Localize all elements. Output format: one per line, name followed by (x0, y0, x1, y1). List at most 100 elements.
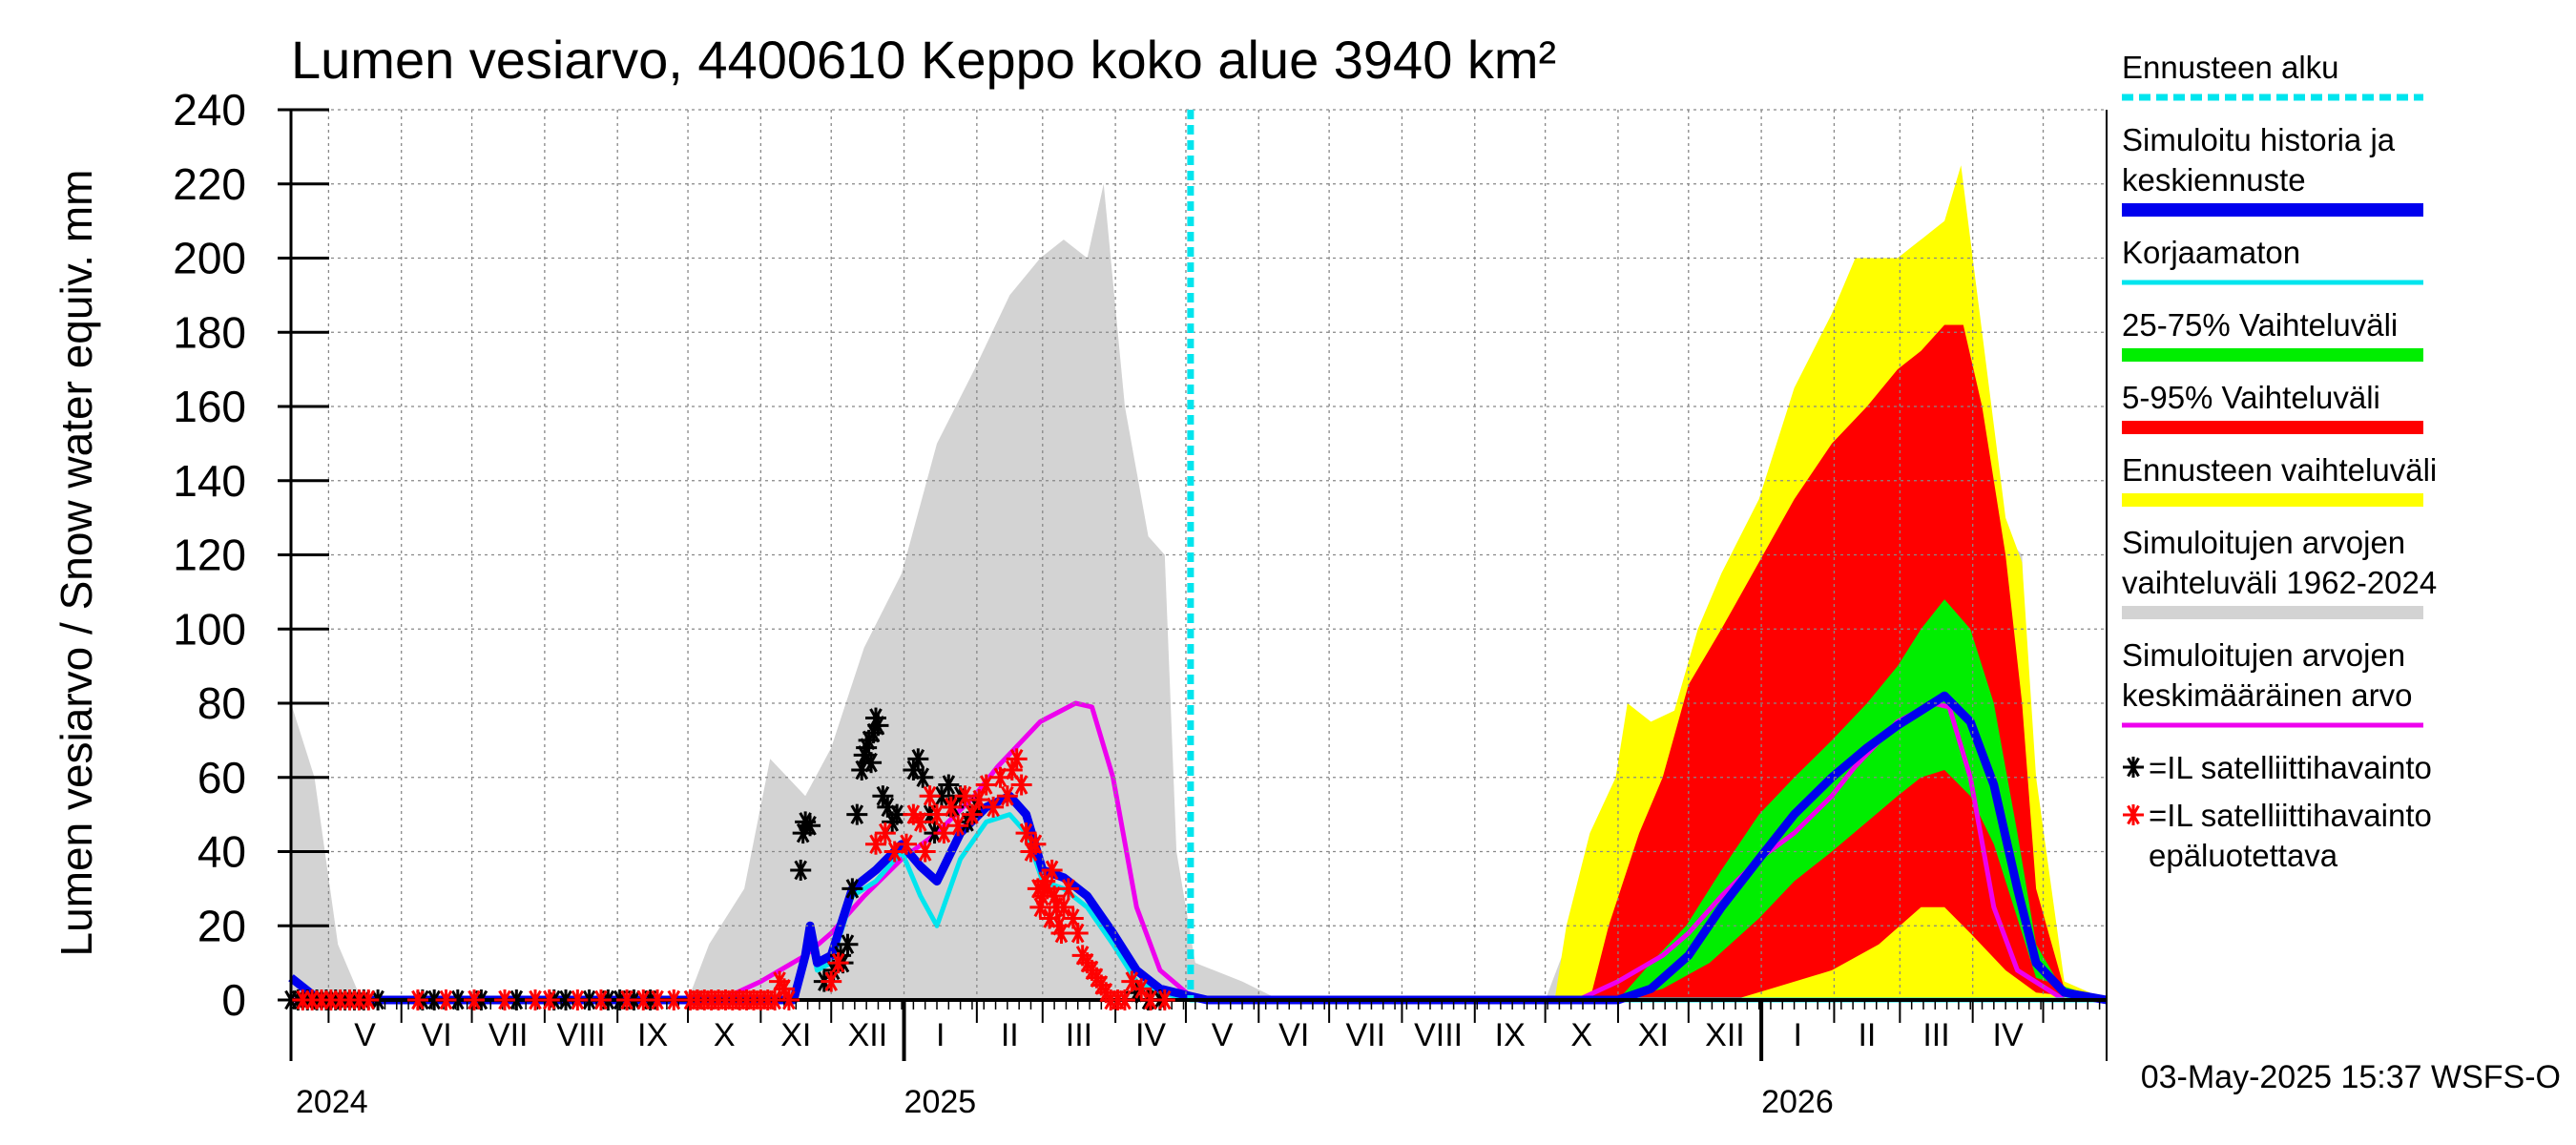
month-label: V (354, 1017, 376, 1053)
year-label: 2024 (296, 1084, 368, 1120)
legend-label: Simuloitu historia ja (2122, 122, 2396, 157)
observation-marker-0 (800, 815, 821, 837)
observation-marker-1 (933, 822, 955, 844)
plot-series (288, 165, 2108, 1005)
legend-item: Korjaamaton (2122, 235, 2423, 285)
observation-marker-1 (954, 785, 976, 807)
observation-marker-0 (907, 748, 929, 770)
observation-marker-1 (919, 785, 941, 807)
observation-marker-1 (1052, 896, 1074, 918)
observation-marker-0 (837, 933, 859, 955)
observation-marker-1 (1057, 878, 1079, 900)
series-6-line (288, 691, 2108, 1005)
legend-item: 5-95% Vaihteluväli (2122, 380, 2423, 434)
observation-marker-1 (940, 796, 962, 818)
observation-marker-1 (968, 789, 990, 811)
month-label: II (1858, 1017, 1876, 1053)
observation-marker-1 (1041, 859, 1063, 881)
y-tick-label: 200 (173, 234, 246, 283)
legend-label: Ennusteen vaihteluväli (2122, 452, 2437, 488)
observation-marker-1 (1113, 989, 1135, 1010)
month-label: II (1001, 1017, 1019, 1053)
y-tick-label: 40 (197, 827, 246, 877)
observation-marker-1 (1153, 989, 1175, 1010)
footer-timestamp: 03-May-2025 15:37 WSFS-O (2141, 1059, 2561, 1095)
year-label: 2025 (904, 1084, 977, 1120)
month-label: VII (1346, 1017, 1386, 1053)
observation-marker-0 (861, 752, 883, 774)
legend: Ennusteen alku Simuloitu historia ja keski… (2122, 50, 2437, 873)
month-label: XII (848, 1017, 888, 1053)
observation-marker-1 (996, 785, 1018, 807)
y-tick-label: 80 (197, 678, 246, 728)
observation-marker-1 (1006, 748, 1028, 770)
month-label: X (1570, 1017, 1592, 1053)
observation-marker-0 (578, 989, 600, 1010)
month-label: XII (1705, 1017, 1745, 1053)
month-label: IX (1495, 1017, 1526, 1053)
observation-marker-1 (947, 815, 969, 837)
legend-label: Ennusteen alku (2122, 50, 2339, 85)
observation-marker-0 (912, 766, 934, 788)
observation-marker-1 (590, 989, 612, 1010)
legend-marker-icon (2123, 757, 2144, 778)
legend-label: =IL satelliittihavainto (2149, 750, 2432, 785)
y-tick-label: 220 (173, 159, 246, 209)
legend-label: 25-75% Vaihteluväli (2122, 307, 2398, 343)
legend-label: =IL satelliittihavainto (2149, 798, 2432, 833)
y-tick-label: 240 (173, 85, 246, 135)
y-tick-label: 100 (173, 604, 246, 654)
observation-marker-1 (464, 989, 486, 1010)
observation-marker-1 (358, 989, 380, 1010)
observation-marker-1 (778, 989, 800, 1010)
legend-label: Korjaamaton (2122, 235, 2300, 270)
month-label: VI (422, 1017, 452, 1053)
series-3-band (1617, 599, 2107, 1000)
legend-label: epäluotettava (2149, 838, 2338, 873)
legend-label: Simuloitujen arvojen (2122, 525, 2405, 560)
observation-marker-0 (867, 715, 889, 737)
legend-item: Ennusteen alku (2122, 50, 2423, 101)
plot-observations (280, 707, 1175, 1010)
y-tick-label: 60 (197, 753, 246, 802)
observation-marker-1 (874, 822, 896, 844)
observation-marker-1 (896, 833, 918, 855)
legend-item: Ennusteen vaihteluväli (2122, 452, 2437, 507)
legend-label: keskiennuste (2122, 162, 2306, 198)
month-label: I (936, 1017, 945, 1053)
month-label: III (1922, 1017, 1949, 1053)
legend-item: Simuloitujen arvojen vaihteluväli 1962-20… (2122, 525, 2437, 619)
observation-marker-1 (1025, 833, 1047, 855)
observation-marker-1 (821, 970, 842, 992)
month-label: VII (488, 1017, 529, 1053)
observation-marker-0 (938, 774, 960, 796)
month-label: IV (1993, 1017, 2024, 1053)
month-label: XI (780, 1017, 811, 1053)
y-tick-label: 0 (221, 975, 246, 1025)
legend-item: 25-75% Vaihteluväli (2122, 307, 2423, 362)
observation-marker-1 (538, 989, 560, 1010)
legend-item: =IL satelliittihavainto (2123, 750, 2432, 785)
month-label: I (1794, 1017, 1802, 1053)
legend-label: Simuloitujen arvojen (2122, 637, 2405, 673)
legend-item: Simuloitu historia ja keskiennuste (2122, 122, 2423, 217)
month-label: VIII (557, 1017, 606, 1053)
observation-marker-1 (926, 803, 948, 825)
series-2-band (1589, 324, 2107, 1000)
y-tick-label: 120 (173, 531, 246, 580)
observation-marker-1 (1015, 822, 1037, 844)
observation-marker-0 (841, 878, 863, 900)
legend-item: Simuloitujen arvojen keskimääräinen arvo (2122, 637, 2423, 728)
legend-label: keskimääräinen arvo (2122, 677, 2412, 713)
y-axis-label: Lumen vesiarvo / Snow water equiv. mm (52, 170, 101, 957)
observation-marker-1 (1131, 978, 1153, 1000)
month-label: IX (637, 1017, 668, 1053)
chart-title: Lumen vesiarvo, 4400610 Keppo koko alue … (291, 30, 1556, 90)
observation-marker-1 (1067, 923, 1089, 945)
observation-marker-1 (1010, 774, 1032, 796)
month-label: IV (1135, 1017, 1166, 1053)
observation-marker-1 (975, 774, 997, 796)
month-label: VIII (1414, 1017, 1463, 1053)
